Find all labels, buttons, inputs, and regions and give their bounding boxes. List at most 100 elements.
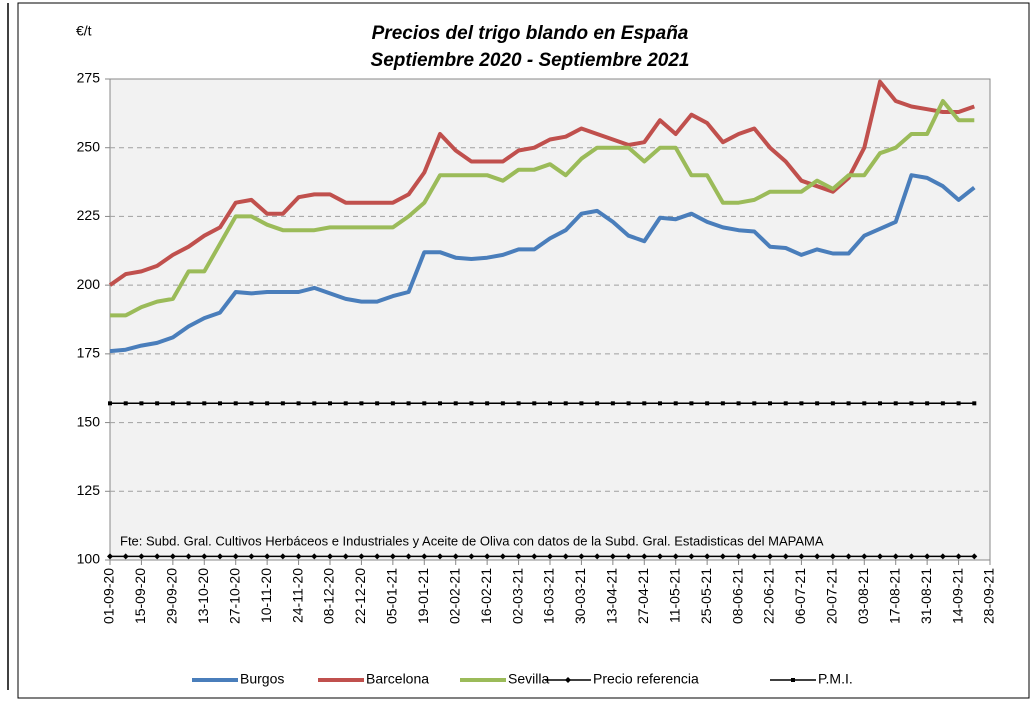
marker [515, 553, 522, 560]
x-tick-label: 16-03-21 [541, 568, 557, 624]
x-tick-label: 25-05-21 [698, 568, 714, 624]
marker [295, 553, 302, 560]
x-tick-label: 05-01-21 [384, 568, 400, 624]
marker [829, 553, 836, 560]
x-tick-label: 20-07-21 [824, 568, 840, 624]
marker [499, 553, 506, 560]
marker [641, 553, 648, 560]
marker [264, 553, 271, 560]
legend-label: Precio referencia [593, 671, 699, 687]
x-tick-label: 13-10-20 [195, 568, 211, 624]
x-tick-label: 31-08-21 [918, 568, 934, 624]
marker [578, 553, 585, 560]
marker [343, 401, 348, 406]
y-tick-label: 250 [77, 138, 101, 154]
y-tick-label: 225 [77, 207, 101, 223]
marker [595, 401, 600, 406]
marker [232, 553, 239, 560]
marker [437, 553, 443, 560]
chart-subtitle: Septiembre 2020 - Septiembre 2021 [371, 50, 690, 71]
x-tick-label: 08-12-20 [321, 568, 337, 624]
marker [955, 553, 962, 560]
marker [892, 553, 899, 560]
marker [280, 401, 285, 406]
marker [799, 401, 804, 406]
marker [609, 553, 616, 560]
series-line [110, 99, 975, 318]
legend-marker [565, 677, 571, 683]
marker [610, 401, 615, 406]
marker [625, 553, 632, 560]
marker [673, 401, 678, 406]
marker [342, 553, 349, 560]
series-line [109, 173, 976, 354]
x-tick-label: 11-05-21 [666, 568, 682, 623]
marker [562, 553, 569, 560]
marker [908, 553, 915, 560]
legend-label: Barcelona [366, 671, 429, 687]
marker [846, 401, 851, 406]
marker [359, 401, 364, 406]
marker [202, 401, 207, 406]
x-tick-label: 22-06-21 [761, 568, 777, 624]
marker [594, 553, 601, 560]
marker [452, 553, 459, 560]
marker [201, 553, 208, 560]
marker [939, 553, 946, 560]
marker [815, 401, 820, 406]
marker [752, 401, 757, 406]
marker [924, 553, 931, 560]
marker [768, 401, 772, 406]
marker [154, 553, 161, 560]
marker [657, 553, 663, 560]
legend-marker [791, 678, 795, 682]
x-tick-label: 14-09-21 [949, 568, 965, 624]
x-tick-label: 19-01-21 [415, 568, 431, 624]
marker [265, 401, 270, 406]
marker [421, 553, 428, 560]
marker [689, 401, 694, 406]
marker [405, 553, 412, 560]
marker [720, 401, 725, 406]
series-line [108, 79, 975, 287]
marker [940, 401, 945, 406]
marker [170, 401, 175, 406]
marker [406, 401, 411, 406]
marker [626, 401, 631, 406]
y-tick-label: 200 [77, 276, 101, 292]
y-tick-label: 275 [77, 70, 101, 86]
marker [704, 553, 711, 560]
x-tick-label: 30-03-21 [572, 568, 588, 624]
marker [422, 401, 427, 406]
legend-label: Sevilla [508, 671, 549, 687]
marker [719, 553, 726, 560]
x-tick-label: 15-09-20 [132, 568, 148, 624]
x-tick-label: 28-09-21 [981, 568, 997, 624]
x-tick-label: 17-08-21 [886, 568, 902, 624]
marker [658, 401, 662, 406]
marker [438, 401, 442, 406]
x-tick-label: 02-02-21 [446, 568, 462, 624]
marker [767, 553, 773, 560]
marker [532, 401, 537, 406]
marker [218, 401, 222, 406]
marker [672, 553, 679, 560]
x-tick-label: 10-11-20 [258, 568, 274, 623]
annotation: Fte: Subd. Gral. Cultivos Herbáceos e In… [120, 533, 824, 548]
legend-label: Burgos [240, 671, 284, 687]
x-tick-label: 13-04-21 [604, 568, 620, 624]
marker [751, 553, 758, 560]
x-tick-label: 27-04-21 [635, 568, 651, 624]
marker [909, 401, 914, 406]
x-tick-label: 27-10-20 [226, 568, 242, 624]
marker [972, 401, 977, 406]
marker [782, 553, 789, 560]
marker [390, 401, 395, 406]
marker [122, 553, 129, 560]
x-tick-label: 03-08-21 [855, 568, 871, 624]
marker [563, 401, 568, 406]
marker [878, 401, 882, 406]
marker [327, 553, 333, 560]
